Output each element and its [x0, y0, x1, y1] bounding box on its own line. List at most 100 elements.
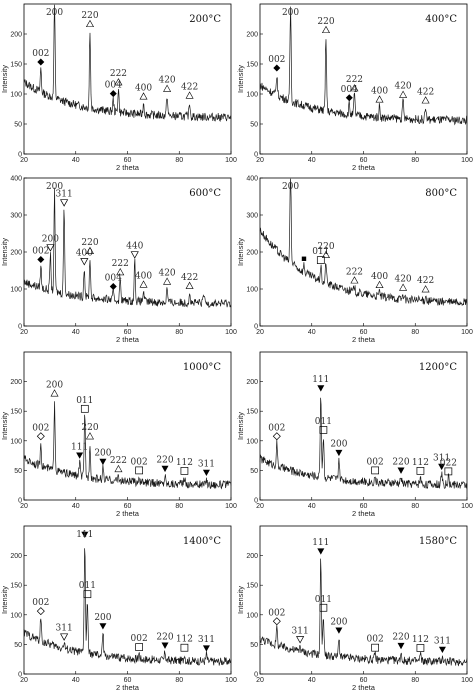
x-tick-label: 40 [72, 503, 80, 510]
peak-marker [296, 636, 305, 644]
peak-label: 200 [46, 380, 63, 390]
x-tick-label: 40 [72, 677, 80, 684]
x-tick-label: 20 [256, 157, 264, 164]
peak-marker [139, 92, 148, 100]
x-axis-label: 2 theta [352, 335, 376, 344]
peak-marker [416, 644, 425, 652]
peak-marker [37, 256, 45, 264]
y-tick-label: 0 [18, 498, 22, 505]
peak-label: 420 [158, 76, 175, 86]
peak-label: 002 [367, 457, 384, 467]
peak-label: 002 [32, 49, 49, 59]
peak-label: 311 [292, 626, 309, 636]
x-axis-label: 2 theta [352, 509, 376, 518]
y-tick-label: 300 [10, 213, 22, 220]
peak-marker [50, 389, 59, 397]
peak-label: 200 [330, 440, 347, 450]
peak-marker [161, 642, 169, 649]
peak-label: 002 [32, 247, 49, 257]
x-tick-label: 60 [360, 503, 368, 510]
peak-label: 400 [76, 248, 93, 258]
peak-label: 220 [81, 238, 98, 248]
peak-label: 222 [346, 267, 363, 277]
peak-label: 422 [417, 276, 434, 286]
diffraction-trace [23, 187, 232, 308]
peak-label: 002 [268, 608, 285, 618]
diffraction-trace [259, 178, 468, 306]
y-tick-label: 0 [254, 152, 258, 159]
peak-marker [335, 449, 343, 457]
peak-label: 220 [156, 632, 173, 642]
peak-label: 311 [198, 459, 215, 469]
y-tick-label: 100 [10, 92, 22, 99]
peak-marker [371, 643, 379, 652]
peak-marker [317, 385, 325, 392]
peak-marker [60, 199, 69, 207]
peak-marker [85, 19, 94, 28]
y-tick-label: 200 [10, 379, 22, 386]
peak-marker [421, 96, 430, 104]
peak-marker [114, 464, 123, 473]
temperature-label: 400°C [425, 14, 457, 25]
peak-marker [130, 251, 139, 259]
peak-marker [371, 466, 379, 475]
xrd-panel: 20 40 60 80 100 0 50 100 150 200 2 theta Intensity 1… [0, 351, 237, 518]
x-tick-label: 20 [20, 503, 28, 510]
peak-marker [36, 432, 45, 441]
y-tick-label: 200 [246, 553, 258, 560]
peak-label: 222 [112, 259, 129, 269]
peak-marker [161, 465, 169, 473]
peak-marker [335, 627, 343, 634]
y-tick-label: 150 [10, 583, 22, 590]
temperature-label: 1200°C [419, 362, 457, 373]
peak-marker [319, 603, 328, 612]
temperature-label: 1000°C [183, 362, 221, 373]
peak-label: 112 [412, 635, 429, 645]
x-tick-label: 40 [308, 503, 316, 510]
x-axis-label: 2 theta [116, 509, 140, 518]
x-tick-label: 20 [256, 677, 264, 684]
x-tick-label: 100 [225, 503, 237, 510]
peak-label: 400 [135, 83, 152, 93]
y-tick-label: 200 [10, 32, 22, 39]
peak-label: 311 [198, 635, 215, 645]
peak-label: 311 [434, 637, 451, 647]
x-axis-label: 2 theta [116, 163, 140, 172]
peak-label: 111 [71, 442, 88, 452]
peak-label: 200 [46, 8, 63, 18]
peak-label: 422 [417, 87, 434, 97]
y-tick-label: 400 [10, 176, 22, 183]
peak-label: 222 [110, 456, 127, 466]
y-tick-label: 50 [14, 122, 22, 129]
x-tick-label: 100 [461, 503, 473, 510]
peak-marker [350, 276, 359, 284]
x-tick-label: 20 [256, 503, 264, 510]
y-axis-label: Intensity [0, 586, 9, 614]
peak-label: 011 [312, 247, 329, 257]
peak-marker [397, 642, 405, 650]
peak-marker [272, 432, 281, 441]
peak-marker [421, 285, 430, 293]
peak-marker [37, 58, 45, 66]
peak-marker [416, 467, 425, 475]
y-tick-label: 100 [246, 438, 258, 445]
peak-label: 422 [181, 273, 198, 283]
y-tick-label: 0 [254, 672, 258, 679]
x-tick-label: 40 [308, 157, 316, 164]
peak-marker [321, 25, 330, 34]
y-tick-label: 100 [246, 612, 258, 619]
peak-label: 422 [181, 83, 198, 93]
peak-marker [185, 91, 194, 99]
peak-label: 200 [94, 613, 111, 623]
y-tick-label: 50 [250, 468, 258, 475]
x-tick-label: 60 [124, 503, 132, 510]
x-tick-label: 40 [72, 157, 80, 164]
peak-label: 220 [317, 242, 334, 252]
diffraction-trace [23, 4, 232, 122]
peak-label: 400 [371, 272, 388, 282]
peak-marker [438, 646, 446, 654]
x-tick-label: 80 [411, 157, 419, 164]
x-tick-label: 40 [308, 677, 316, 684]
peak-marker [163, 84, 172, 92]
